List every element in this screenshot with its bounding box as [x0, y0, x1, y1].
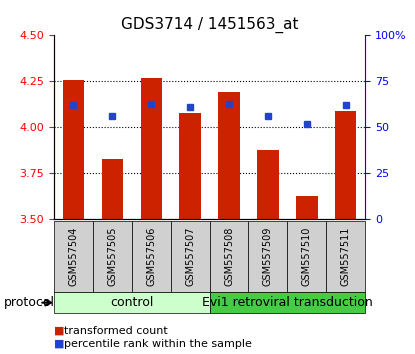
Text: GSM557505: GSM557505 — [107, 227, 117, 286]
Text: transformed count: transformed count — [64, 326, 168, 336]
Text: GSM557510: GSM557510 — [302, 227, 312, 286]
Bar — [335, 111, 356, 219]
Text: Evi1 retroviral transduction: Evi1 retroviral transduction — [202, 296, 373, 309]
Bar — [179, 113, 201, 219]
Bar — [141, 78, 162, 219]
Bar — [102, 159, 123, 219]
Text: protocol: protocol — [4, 296, 55, 309]
Text: control: control — [110, 296, 154, 309]
Text: ■: ■ — [54, 339, 64, 349]
Text: percentile rank within the sample: percentile rank within the sample — [64, 339, 252, 349]
Text: ■: ■ — [54, 326, 64, 336]
Text: GSM557507: GSM557507 — [185, 227, 195, 286]
Text: GSM557508: GSM557508 — [224, 227, 234, 286]
Text: GSM557506: GSM557506 — [146, 227, 156, 286]
Title: GDS3714 / 1451563_at: GDS3714 / 1451563_at — [121, 16, 298, 33]
Text: GSM557504: GSM557504 — [68, 227, 78, 286]
Bar — [63, 80, 84, 219]
Bar — [296, 195, 317, 219]
Text: GSM557509: GSM557509 — [263, 227, 273, 286]
Bar — [218, 92, 240, 219]
Text: GSM557511: GSM557511 — [341, 227, 351, 286]
Bar — [257, 149, 278, 219]
